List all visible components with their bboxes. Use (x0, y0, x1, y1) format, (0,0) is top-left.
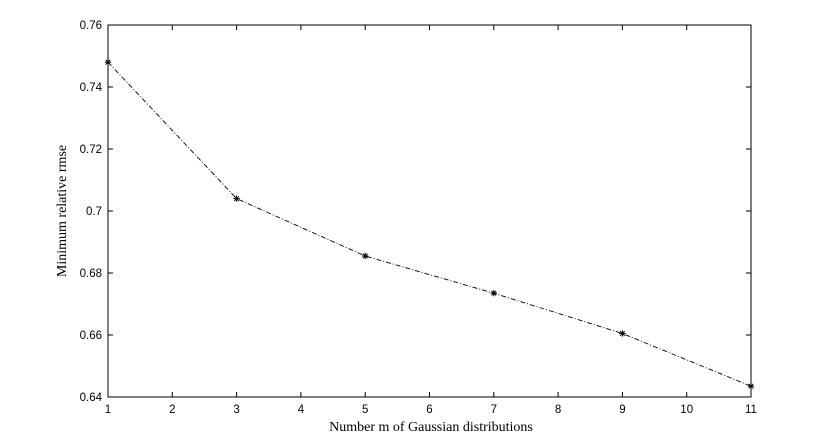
y-axis-label: Minimum relative rmse (55, 145, 70, 277)
y-tick-label: 0.66 (80, 330, 102, 342)
y-tick-label: 0.76 (80, 20, 102, 32)
x-tick-label: 3 (233, 404, 239, 416)
y-tick-label: 0.7 (86, 206, 102, 218)
x-tick-label: 8 (555, 404, 561, 416)
x-tick-label: 4 (298, 404, 305, 416)
x-tick-label: 6 (426, 404, 432, 416)
x-tick-label: 7 (491, 404, 497, 416)
x-tick-label: 1 (105, 404, 111, 416)
data-point (104, 59, 112, 66)
data-point (747, 382, 755, 390)
x-tick-label: 5 (362, 404, 368, 416)
x-axis-ticks: 1 2 3 4 5 6 7 8 9 10 11 (105, 25, 757, 416)
y-tick-label: 0.72 (80, 144, 102, 156)
data-point (490, 289, 497, 297)
x-tick-label: 9 (619, 404, 625, 416)
x-tick-label: 10 (680, 404, 693, 416)
x-axis-label: Number m of Gaussian distributions (329, 420, 533, 435)
x-tick-label: 11 (745, 404, 757, 416)
series-markers (104, 59, 755, 390)
y-tick-label: 0.64 (80, 392, 103, 404)
data-point (233, 195, 240, 202)
x-tick-label: 2 (169, 404, 175, 416)
plot-frame (107, 24, 752, 398)
data-point (619, 330, 626, 337)
y-tick-label: 0.68 (80, 268, 102, 280)
series-line (107, 61, 752, 387)
y-tick-label: 0.74 (80, 82, 103, 94)
data-point (362, 252, 369, 260)
y-axis-ticks: 0.64 0.66 0.68 0.7 0.72 0.74 0.76 (80, 20, 751, 404)
